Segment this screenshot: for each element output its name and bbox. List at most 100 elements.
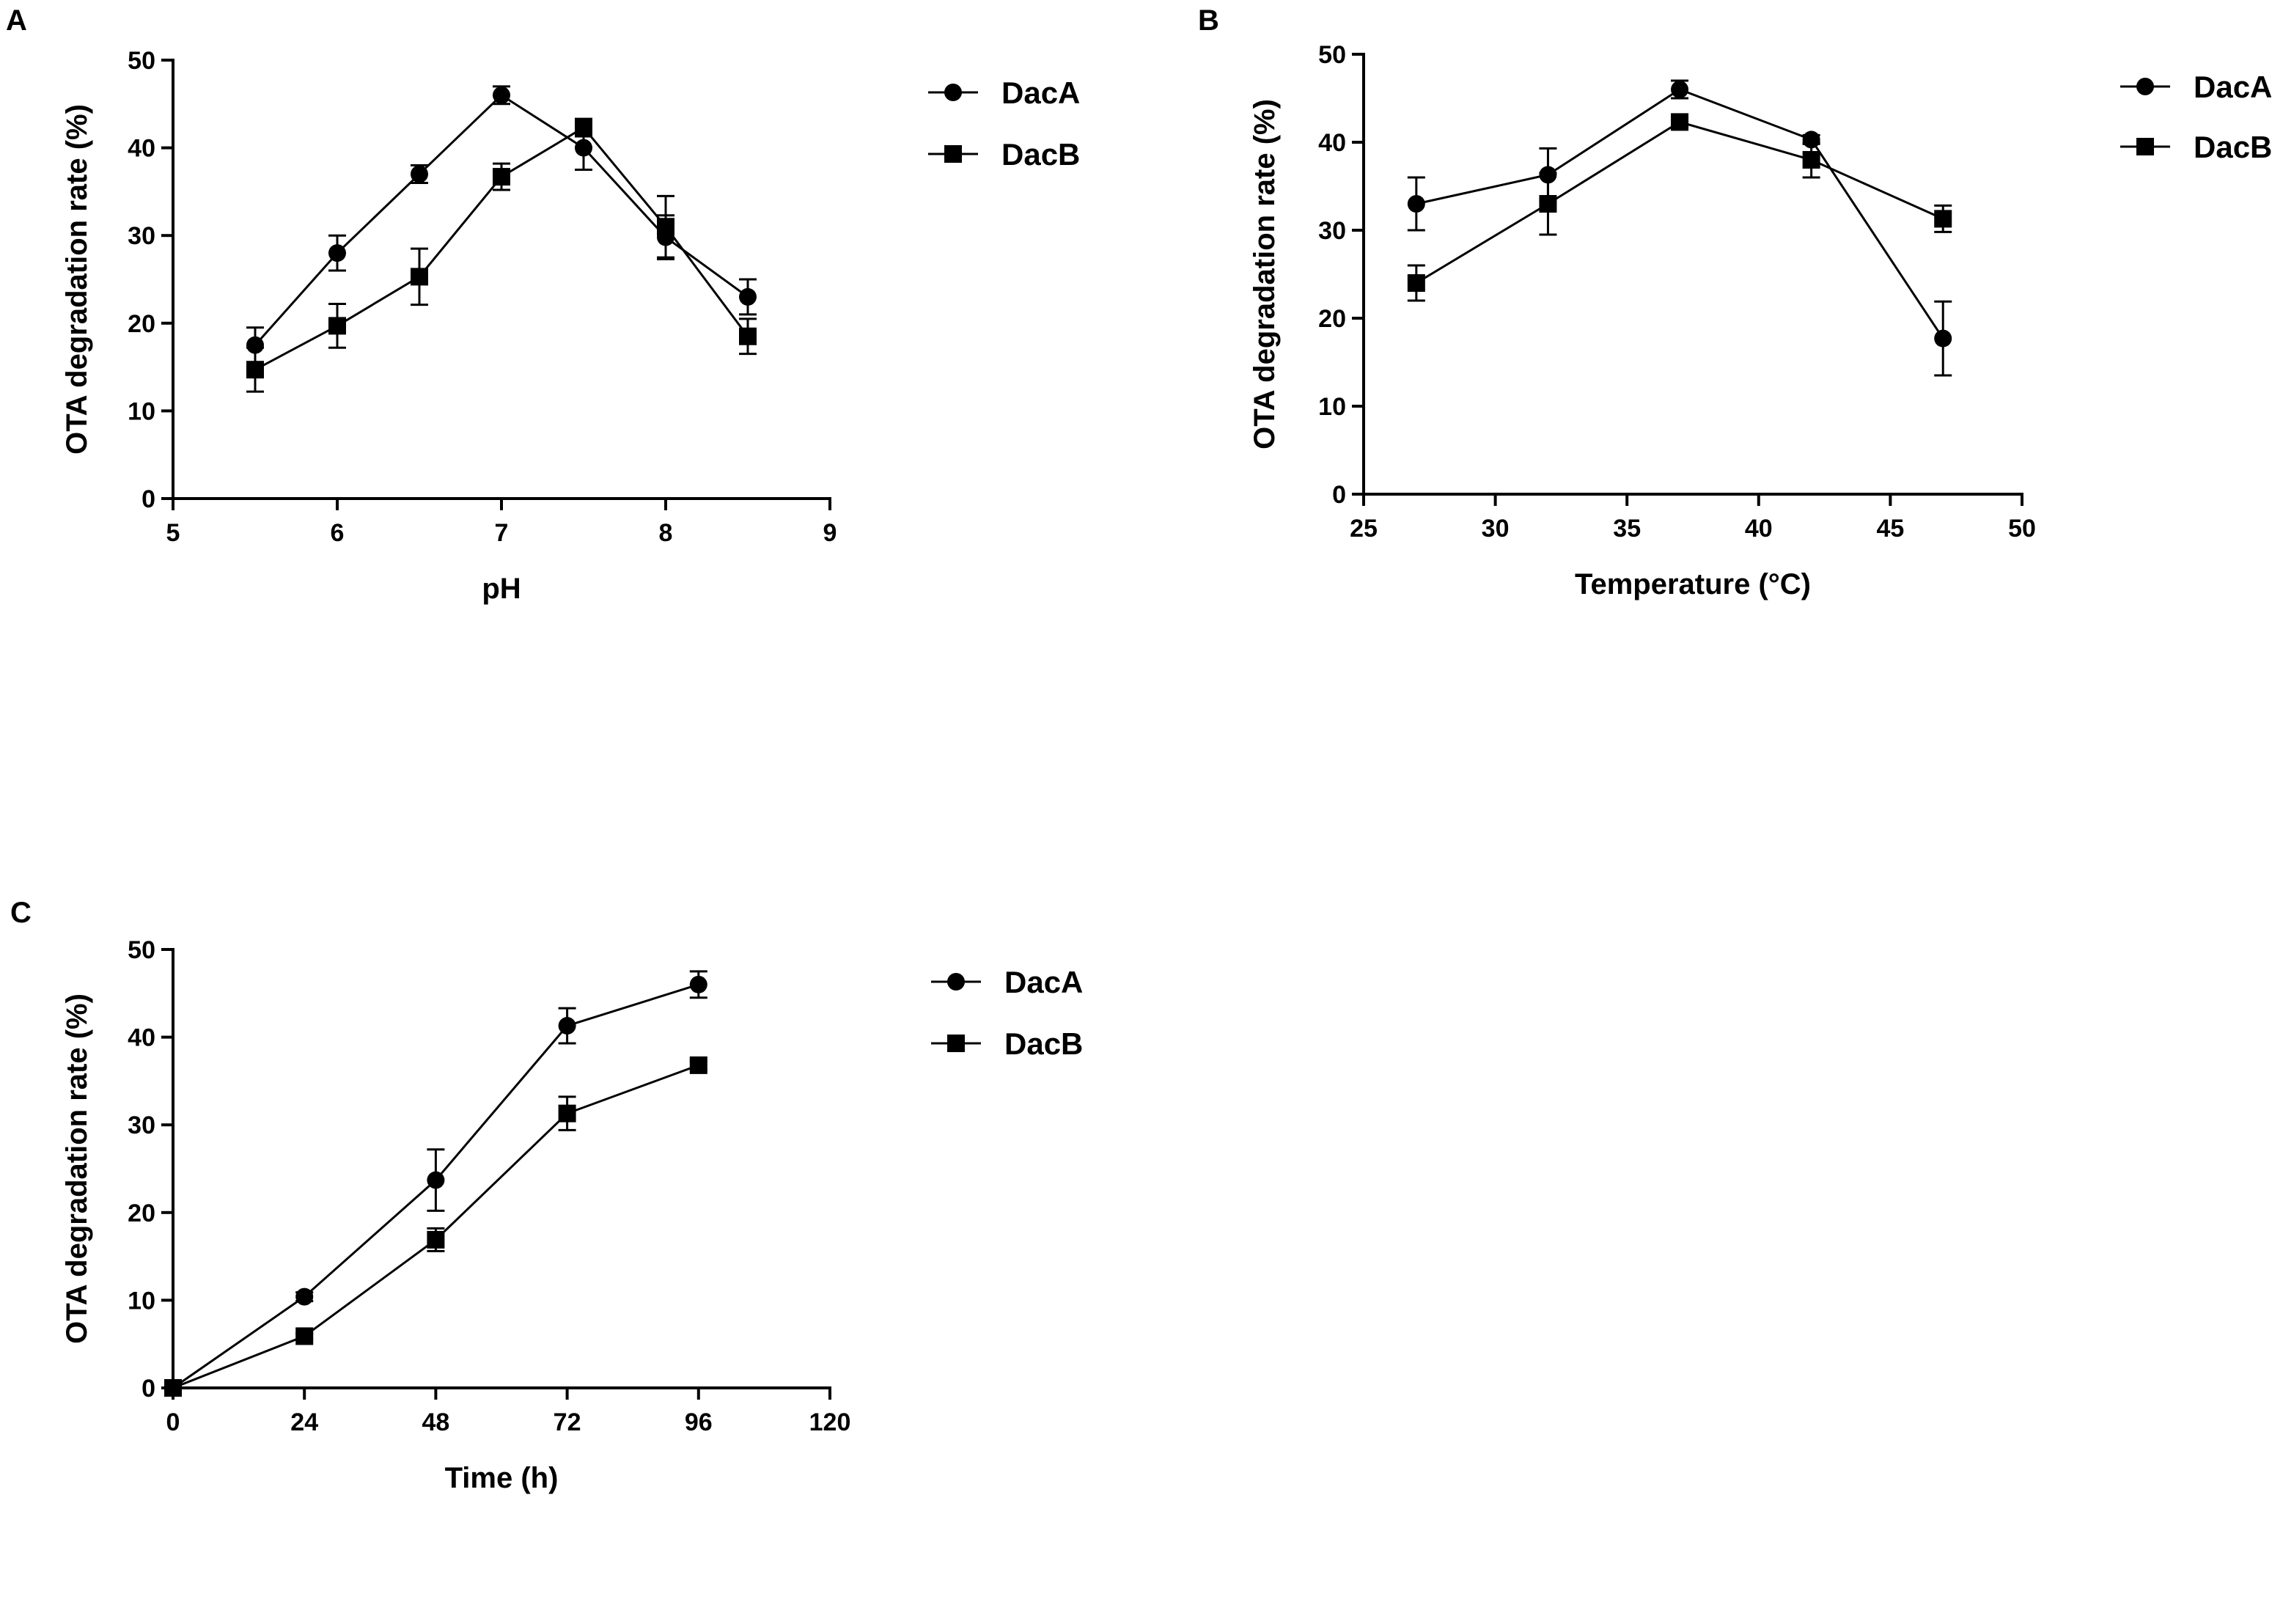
data-point (558, 1104, 576, 1123)
series-daca (246, 85, 757, 364)
series-dacb (1407, 113, 1952, 302)
y-tick-label: 40 (1318, 129, 1346, 157)
y-tick-label: 40 (128, 1024, 155, 1052)
data-point (411, 165, 428, 183)
x-tick-label: 5 (166, 519, 180, 547)
y-tick-label: 30 (128, 1112, 155, 1139)
y-tick-label: 20 (128, 1199, 155, 1227)
series-dacb (164, 1056, 707, 1397)
legend-marker (2136, 138, 2154, 155)
data-point (328, 317, 346, 335)
panel-label: A (6, 4, 27, 37)
y-tick-label: 20 (1318, 305, 1346, 333)
x-axis-title: Time (h) (445, 1462, 559, 1494)
y-tick-label: 0 (1332, 481, 1346, 509)
x-tick-label: 7 (495, 519, 509, 547)
data-point (328, 244, 346, 262)
data-point (164, 1379, 182, 1397)
y-tick-label: 40 (128, 135, 155, 163)
temperature-chart: 0 10 20 30 40 50 25 30 35 40 45 50 Temperature (°C) O… (1249, 41, 2272, 600)
legend-label: DacB (2194, 130, 2272, 164)
panel-a: A 0 10 20 30 40 50 5 6 7 8 9 pH OTA degradation rate… (0, 0, 1144, 733)
legend-marker (944, 145, 962, 163)
x-tick-label: 35 (1613, 515, 1641, 543)
legend-marker (944, 84, 962, 101)
y-axis-title: OTA degradation rate (%) (1249, 99, 1281, 449)
x-tick-label: 72 (554, 1408, 581, 1436)
legend-entry-dacb: DacB (931, 1026, 1083, 1061)
x-tick-label: 0 (166, 1408, 180, 1436)
x-tick-label: 50 (2008, 515, 2036, 543)
y-tick-label: 10 (128, 397, 155, 425)
y-tick-label: 50 (128, 936, 155, 964)
x-tick-label: 9 (823, 519, 837, 547)
legend-entry-daca: DacA (931, 965, 1083, 999)
x-tick-label: 120 (809, 1408, 851, 1436)
legend-entry-daca: DacA (2120, 70, 2272, 104)
panel-label: C (10, 897, 32, 929)
x-tick-label: 6 (331, 519, 345, 547)
legend-entry-dacb: DacB (928, 137, 1080, 172)
y-tick-label: 30 (1318, 217, 1346, 245)
data-point (558, 1017, 576, 1035)
data-point (295, 1287, 314, 1306)
legend-entry-daca: DacA (928, 76, 1080, 110)
data-point (1671, 113, 1689, 131)
legend-label: DacB (1001, 137, 1080, 172)
panel-b: B 0 10 20 30 40 50 25 30 35 40 45 50 Temperature (°C… (1188, 0, 2294, 733)
panel-label: B (1198, 4, 1219, 37)
x-tick-label: 25 (1350, 515, 1378, 543)
series-line (1416, 120, 1944, 284)
data-point (427, 1230, 445, 1249)
data-point (295, 1327, 314, 1345)
data-point (493, 168, 510, 186)
legend-label: DacA (1004, 965, 1083, 999)
legend-label: DacA (2194, 70, 2272, 104)
data-point (1934, 329, 1952, 348)
legend-marker (947, 973, 965, 991)
data-point (739, 327, 757, 345)
data-point (1934, 210, 1952, 228)
data-point (575, 119, 592, 137)
data-point (1407, 195, 1425, 213)
data-point (1802, 131, 1820, 149)
y-tick-label: 50 (1318, 41, 1346, 69)
x-axis-title: Temperature (°C) (1575, 568, 1811, 600)
data-point (657, 218, 674, 236)
x-tick-label: 8 (659, 519, 673, 547)
series-daca (164, 970, 707, 1397)
x-tick-label: 24 (290, 1408, 318, 1436)
y-axis-title: OTA degradation rate (%) (61, 104, 93, 455)
y-tick-label: 30 (128, 222, 155, 250)
x-tick-label: 45 (1876, 515, 1904, 543)
panel-c: C 0 10 20 30 40 50 0 24 48 72 96 120 Time (h) OTA deg… (0, 891, 1144, 1624)
legend-marker (2136, 78, 2154, 95)
data-point (1671, 81, 1689, 98)
x-tick-label: 40 (1745, 515, 1773, 543)
y-tick-label: 0 (141, 1375, 155, 1403)
data-point (689, 975, 707, 993)
legend-marker (947, 1035, 965, 1052)
data-point (246, 336, 264, 354)
data-point (1539, 195, 1557, 213)
data-point (427, 1171, 445, 1189)
data-point (493, 86, 510, 104)
data-point (1407, 274, 1425, 292)
x-tick-label: 30 (1482, 515, 1510, 543)
y-tick-label: 0 (141, 485, 155, 513)
x-tick-label: 48 (422, 1408, 449, 1436)
data-point (1802, 151, 1820, 169)
legend-entry-dacb: DacB (2120, 130, 2272, 164)
y-axis-title: OTA degradation rate (%) (61, 993, 93, 1344)
time-chart: 0 10 20 30 40 50 0 24 48 72 96 120 Time (h) OTA degra… (61, 936, 1083, 1494)
data-point (739, 287, 757, 306)
data-point (575, 139, 592, 157)
legend-label: DacA (1001, 76, 1080, 110)
series-dacb (246, 117, 757, 393)
series-line (172, 1064, 699, 1389)
x-tick-label: 96 (685, 1408, 713, 1436)
y-tick-label: 50 (128, 47, 155, 75)
data-point (246, 361, 264, 379)
legend-label: DacB (1004, 1026, 1083, 1061)
y-tick-label: 10 (1318, 393, 1346, 421)
